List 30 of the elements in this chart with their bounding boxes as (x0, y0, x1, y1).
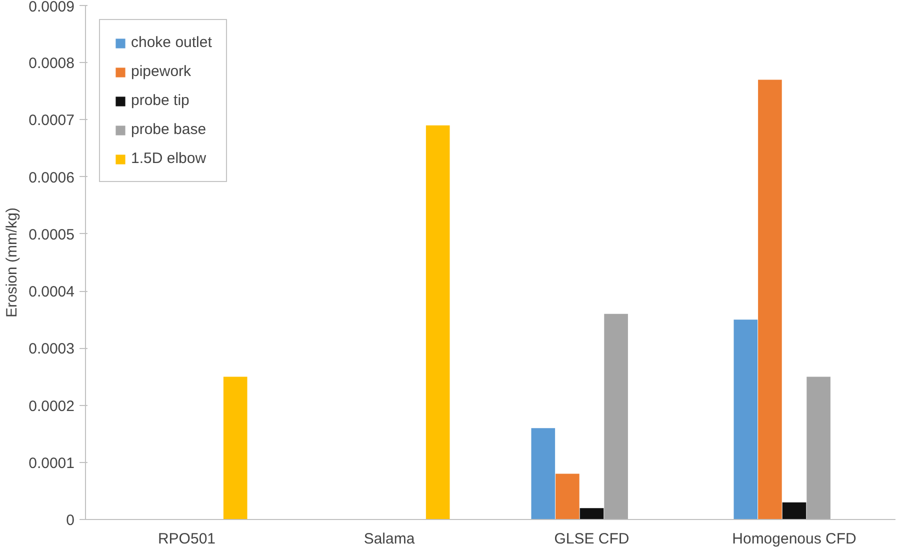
x-tick-label: Salama (364, 530, 416, 548)
y-tick-label: 0.0005 (28, 226, 75, 244)
y-tick-label: 0.0001 (28, 454, 75, 472)
legend-label: pipework (131, 63, 192, 80)
x-tick-label: RPO501 (158, 530, 216, 548)
y-tick-label: 0.0009 (28, 0, 75, 16)
legend-label: 1.5D elbow (131, 150, 206, 167)
x-tick-label: GLSE CFD (554, 530, 630, 548)
x-tick-label: Homogenous CFD (732, 530, 857, 548)
bar (782, 502, 806, 520)
y-tick-label: 0.0002 (28, 398, 75, 415)
y-axis-title: Erosion (mm/kg) (4, 207, 21, 318)
y-tick-label: 0.0008 (28, 55, 75, 72)
bar (426, 125, 450, 520)
bar (806, 376, 830, 520)
y-tick-label: 0.0004 (28, 284, 75, 301)
legend-label: choke outlet (131, 34, 212, 51)
legend-label: probe tip (131, 92, 190, 109)
bar (531, 428, 556, 520)
bar (734, 320, 758, 520)
y-tick-label: 0.0003 (28, 340, 75, 358)
bar (580, 508, 604, 520)
legend-label: probe base (131, 121, 206, 138)
bar (556, 474, 580, 520)
y-tick-label: 0 (66, 512, 74, 529)
bar (223, 376, 248, 520)
y-tick-label: 0.0006 (28, 169, 75, 186)
bar (604, 314, 628, 520)
bar (758, 80, 782, 520)
y-tick-label: 0.0007 (28, 112, 75, 130)
